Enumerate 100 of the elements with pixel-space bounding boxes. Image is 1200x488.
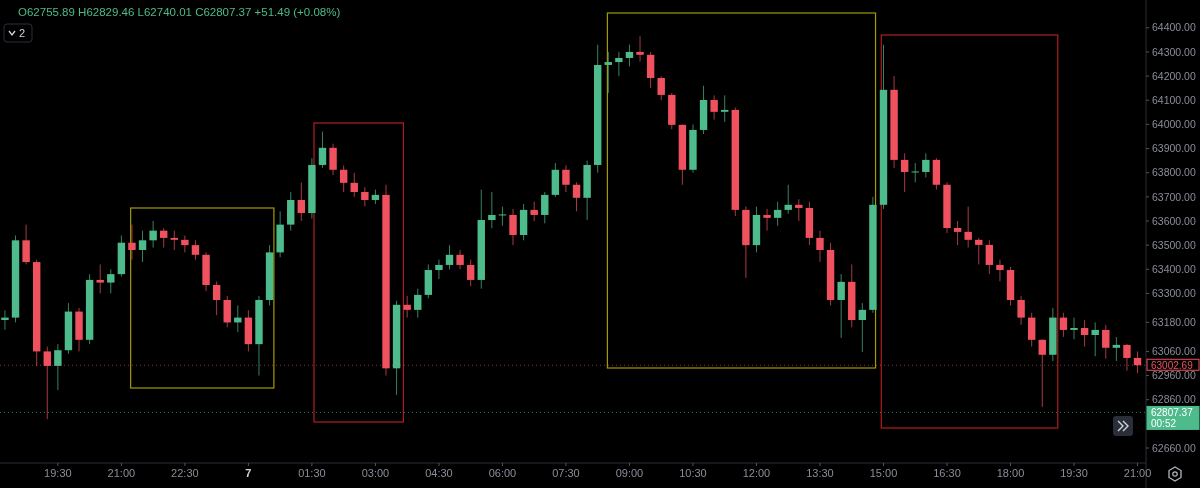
ref-line-label: 63002.69 [1151,359,1194,371]
x-tick-label: 21:00 [107,467,136,479]
candlestick [837,273,845,339]
candlestick [22,224,30,265]
candlestick [96,263,104,294]
candlestick [530,201,538,222]
candlestick [435,259,443,280]
candlestick [1102,324,1110,360]
y-tick-label: 64300.00 [1152,45,1196,58]
candlestick [445,244,454,270]
candlestick [1112,336,1121,362]
annotation: 2 [19,27,26,39]
candlestick [403,295,411,319]
candlestick [149,220,157,249]
candlestick [1123,343,1131,372]
x-tick-label: 15:00 [869,467,898,479]
y-tick-label: 64100.00 [1152,93,1196,106]
candlestick [1027,312,1036,348]
candlestick [721,94,729,123]
candlestick [900,152,909,193]
candlestick [361,186,369,207]
candlestick [160,227,168,249]
candlestick [922,152,930,179]
y-tick-label: 63060.00 [1152,345,1196,358]
candlestick [1080,319,1089,348]
candlestick [763,208,771,232]
y-tick-label: 63700.00 [1152,190,1196,203]
x-tick-label: 16:30 [933,467,961,479]
candlestick [138,230,147,263]
candlestick [964,206,972,249]
candlestick [297,181,306,222]
candlestick [911,162,919,183]
y-tick-label: 63400.00 [1152,262,1196,275]
candlestick [773,201,782,227]
x-tick-label: 22:30 [171,467,199,479]
candlestick [350,172,358,198]
candlestick [985,239,994,275]
x-tick-label: 13:30 [806,467,834,479]
ref-line-label: 62807.37 [1151,406,1194,418]
candlestick [795,198,803,222]
candlestick [646,51,655,89]
candlestick [572,181,581,212]
candlestick [456,249,464,270]
annotation: O62755.89 H62829.46 L62740.01 C62807.37 +51.49 (+0.08%) [18,6,341,18]
x-tick-label: 21:00 [1123,467,1152,479]
candlestick [1038,338,1046,408]
y-tick-label: 63300.00 [1152,287,1196,300]
candlestick [1017,295,1025,326]
candlestick [816,230,824,263]
candlestick [498,206,507,227]
candlestick [710,94,718,121]
x-tick-label: 10:30 [679,467,707,479]
candlestick [128,224,136,261]
candlestick [562,164,570,193]
candlestick [784,184,792,215]
x-tick-label: 19:30 [1060,467,1088,479]
y-tick-label: 62660.00 [1152,441,1196,454]
y-tick-label: 64400.00 [1152,21,1196,34]
x-tick-label: 07:30 [552,467,580,479]
y-tick-label: 63900.00 [1152,142,1196,155]
candlestick [1133,350,1142,374]
y-tick-label: 63180.00 [1152,316,1196,329]
x-tick-label: 04:30 [425,467,453,479]
x-tick-label: 19:30 [44,467,72,479]
x-tick-label: 7 [245,467,252,479]
candlestick [541,191,549,224]
y-tick-label: 63800.00 [1152,166,1196,179]
candlestick [414,288,422,319]
candlestick [975,237,983,265]
y-tick-label: 62960.00 [1152,369,1196,382]
candlestick [488,191,496,229]
candlestick [953,220,962,246]
candlestick [43,346,51,420]
x-tick-label: 12:00 [742,467,771,479]
candlestick [509,208,517,246]
candlestick [181,234,189,253]
candlestick [636,35,644,63]
candlestick [604,51,612,94]
candlestick [54,343,62,391]
candlestick [657,75,665,101]
y-tick-label: 64000.00 [1152,118,1196,131]
y-tick-label: 63500.00 [1152,238,1196,251]
candlestick [1070,317,1078,340]
candlestick [170,230,178,251]
candlestick [191,239,200,261]
candlestick [318,131,327,169]
candlestick [1059,312,1068,338]
candlestick [212,280,221,316]
candlestick [615,51,623,77]
candlestick [858,302,867,353]
x-tick-label: 03:00 [361,467,390,479]
candlestick [466,259,475,287]
y-tick-label: 64200.00 [1152,69,1196,82]
candlestick [625,44,634,67]
x-tick-label: 06:00 [488,467,517,479]
x-tick-label: 18:00 [996,467,1025,479]
x-tick-label: 01:30 [298,467,326,479]
candlestick [339,164,348,193]
y-tick-label: 63600.00 [1152,214,1196,227]
y-tick-label: 62860.00 [1152,393,1196,406]
